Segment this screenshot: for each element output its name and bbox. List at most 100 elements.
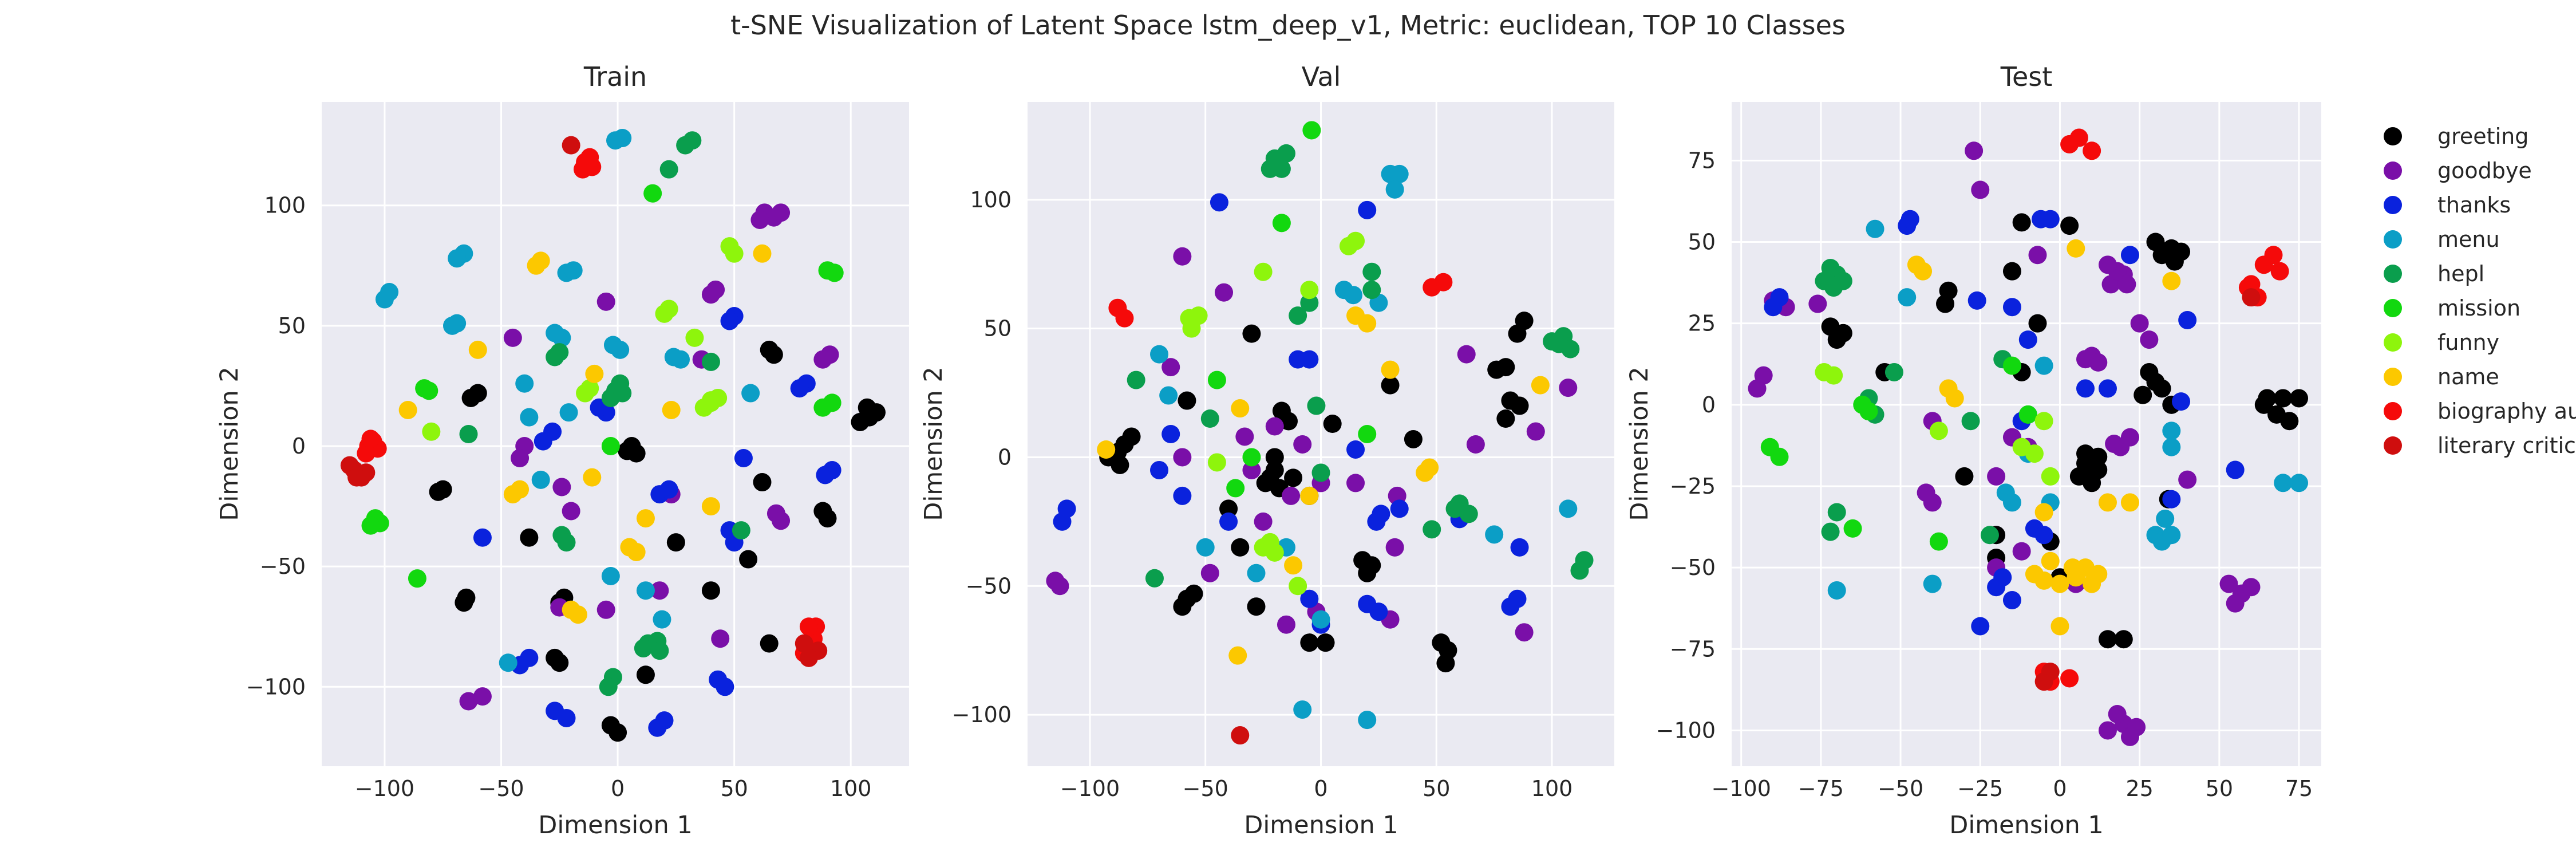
- val-point: [1127, 371, 1145, 389]
- train-point: [534, 432, 552, 451]
- val-point: [1531, 376, 1550, 395]
- test-point: [1834, 324, 1852, 342]
- test-plot-area: [1732, 102, 2321, 766]
- val-point: [1358, 200, 1377, 219]
- val-point: [1372, 505, 1390, 523]
- val-point: [1457, 345, 1476, 364]
- val-point: [1485, 525, 1504, 544]
- val-point: [1381, 360, 1400, 379]
- train-point: [398, 400, 417, 419]
- train-point: [799, 648, 818, 667]
- train-point: [741, 384, 760, 403]
- val-point: [1228, 646, 1247, 665]
- test-point: [1901, 210, 1919, 228]
- val-point: [1254, 512, 1273, 531]
- val-point: [1369, 602, 1388, 621]
- train-point: [627, 542, 646, 561]
- val-point: [1277, 144, 1295, 163]
- train-point: [520, 408, 539, 427]
- test-point: [2018, 405, 2037, 424]
- test-y-tick-label: 75: [1688, 148, 1716, 173]
- train-point: [753, 473, 772, 492]
- val-point: [1381, 376, 1400, 395]
- val-y-tick-label: 100: [970, 187, 1012, 212]
- legend-label: goodbye: [2437, 158, 2532, 183]
- legend-marker: [2384, 436, 2402, 455]
- test-point: [2050, 617, 2069, 636]
- val-point: [1346, 440, 1365, 459]
- test-point: [2098, 493, 2117, 512]
- val-point: [1496, 409, 1515, 428]
- test-point: [2002, 591, 2021, 609]
- val-point: [1279, 412, 1298, 431]
- test-y-tick-label: −25: [1670, 474, 1716, 499]
- val-point: [1173, 486, 1192, 505]
- train-point: [753, 244, 772, 263]
- train-point: [420, 381, 438, 400]
- test-x-tick-label: −50: [1878, 776, 1923, 801]
- test-point: [1936, 294, 1955, 313]
- test-point: [2067, 239, 2085, 258]
- val-point: [1242, 324, 1261, 343]
- val-y-axis-label: Dimension 2: [919, 367, 948, 521]
- train-point: [659, 480, 678, 499]
- test-point: [2069, 128, 2088, 147]
- test-point: [2162, 421, 2181, 440]
- test-point: [2156, 509, 2175, 528]
- test-point: [2076, 379, 2095, 398]
- legend-label: name: [2437, 364, 2499, 389]
- train-point: [361, 430, 380, 448]
- test-point: [2098, 255, 2117, 274]
- val-point: [1311, 463, 1330, 482]
- test-point: [1929, 532, 1948, 551]
- test-point: [2098, 630, 2117, 649]
- train-point: [818, 509, 837, 528]
- legend-label: biography aut: [2437, 399, 2576, 424]
- val-point: [1122, 427, 1141, 446]
- val-point: [1284, 468, 1303, 487]
- val-point: [1487, 360, 1506, 379]
- test-y-tick-label: −100: [1656, 718, 1716, 743]
- train-point: [650, 581, 669, 600]
- legend-marker: [2384, 230, 2402, 249]
- test-point: [1866, 219, 1884, 238]
- test-point: [2254, 395, 2273, 414]
- train-point: [511, 449, 530, 468]
- val-point: [1265, 448, 1284, 467]
- val-point: [1226, 479, 1245, 498]
- test-point: [1914, 262, 1933, 281]
- val-point: [1057, 499, 1076, 518]
- test-point: [2089, 353, 2108, 372]
- val-point: [1231, 726, 1250, 745]
- test-y-tick-label: 50: [1688, 230, 1716, 255]
- test-x-axis-label: Dimension 1: [1949, 811, 2104, 840]
- train-point: [408, 569, 426, 588]
- train-point: [716, 677, 734, 696]
- val-point: [1559, 499, 1578, 518]
- train-point: [609, 723, 627, 742]
- val-x-axis-label: Dimension 1: [1244, 811, 1398, 840]
- train-point: [613, 384, 632, 403]
- test-point: [1843, 519, 1862, 538]
- train-point: [795, 634, 813, 653]
- train-point: [580, 379, 599, 398]
- val-point: [1150, 460, 1169, 479]
- train-point: [685, 328, 704, 347]
- train-point: [520, 528, 539, 547]
- test-point: [1955, 467, 1974, 486]
- train-point: [459, 425, 478, 443]
- test-x-tick-label: 0: [2053, 776, 2067, 801]
- train-point: [448, 314, 467, 333]
- test-x-tick-label: −75: [1798, 776, 1844, 801]
- val-point: [1344, 286, 1362, 305]
- val-x-tick-label: 50: [1423, 776, 1450, 801]
- val-x-tick-label: 0: [1314, 776, 1327, 801]
- val-point: [1282, 486, 1301, 505]
- test-point: [2083, 141, 2101, 160]
- val-point: [1385, 180, 1404, 199]
- train-x-axis-label: Dimension 1: [538, 811, 693, 840]
- train-point: [664, 348, 683, 367]
- val-point: [1261, 159, 1279, 178]
- train-point: [468, 340, 487, 359]
- test-point: [2034, 356, 2053, 375]
